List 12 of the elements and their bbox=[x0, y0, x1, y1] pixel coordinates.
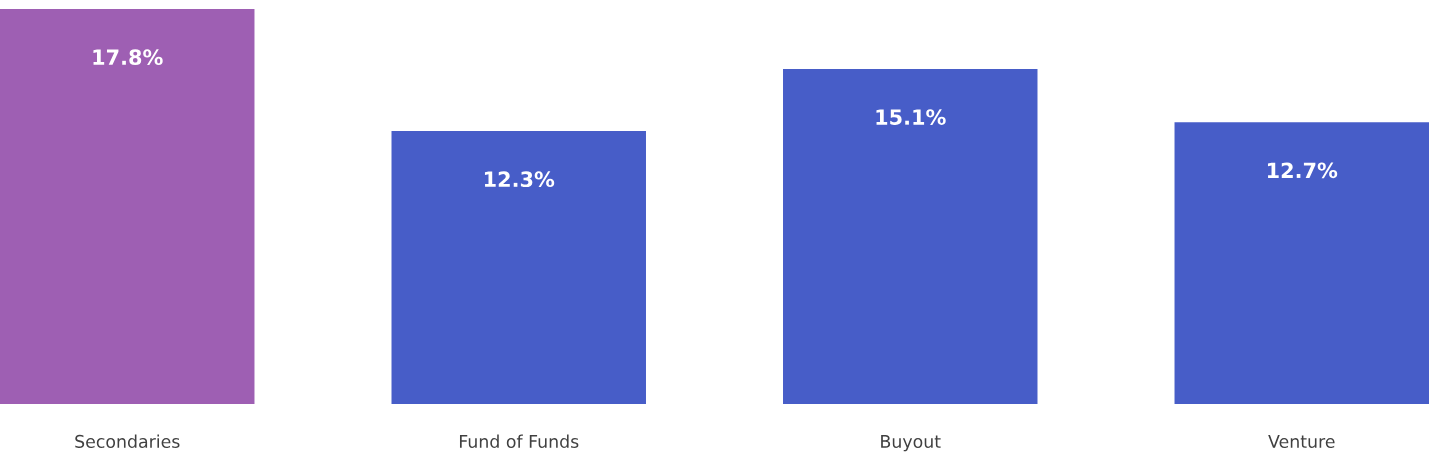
x-tick-label: Secondaries bbox=[75, 434, 180, 448]
x-tick-label: Fund of Funds bbox=[459, 434, 579, 448]
bar bbox=[0, 9, 255, 404]
x-tick-label: Buyout bbox=[881, 435, 941, 452]
bar bbox=[783, 68, 1038, 404]
bar bbox=[1174, 122, 1429, 404]
data-label: 17.8% bbox=[93, 49, 163, 66]
data-label: 12.3% bbox=[484, 171, 555, 188]
data-label: 12.7% bbox=[1267, 162, 1338, 179]
x-tick-label: Venture bbox=[1268, 435, 1335, 448]
bar bbox=[391, 131, 646, 404]
data-label: 15.1% bbox=[876, 109, 946, 125]
